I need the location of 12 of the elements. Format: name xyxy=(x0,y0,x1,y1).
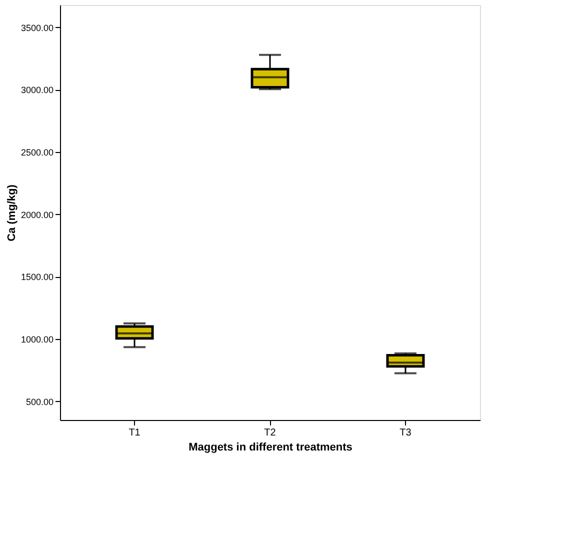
x-tick-label: T3 xyxy=(400,428,412,438)
x-tick-label: T2 xyxy=(264,428,276,438)
y-tick-label: 3500.00 xyxy=(20,22,54,33)
y-tick-label: 1000.00 xyxy=(20,334,54,344)
x-tick-label: T1 xyxy=(128,428,141,438)
y-tick-label: 1500.00 xyxy=(20,272,54,282)
y-axis-title: Ca (mg/kg) xyxy=(6,184,18,242)
y-tick-label: 3000.00 xyxy=(20,85,54,96)
y-tick-label: 2000.00 xyxy=(20,210,54,220)
y-tick-label: 500.00 xyxy=(26,396,54,407)
y-tick-label: 2500.00 xyxy=(20,148,54,158)
x-axis-title: Maggets in different treatments xyxy=(188,442,352,454)
